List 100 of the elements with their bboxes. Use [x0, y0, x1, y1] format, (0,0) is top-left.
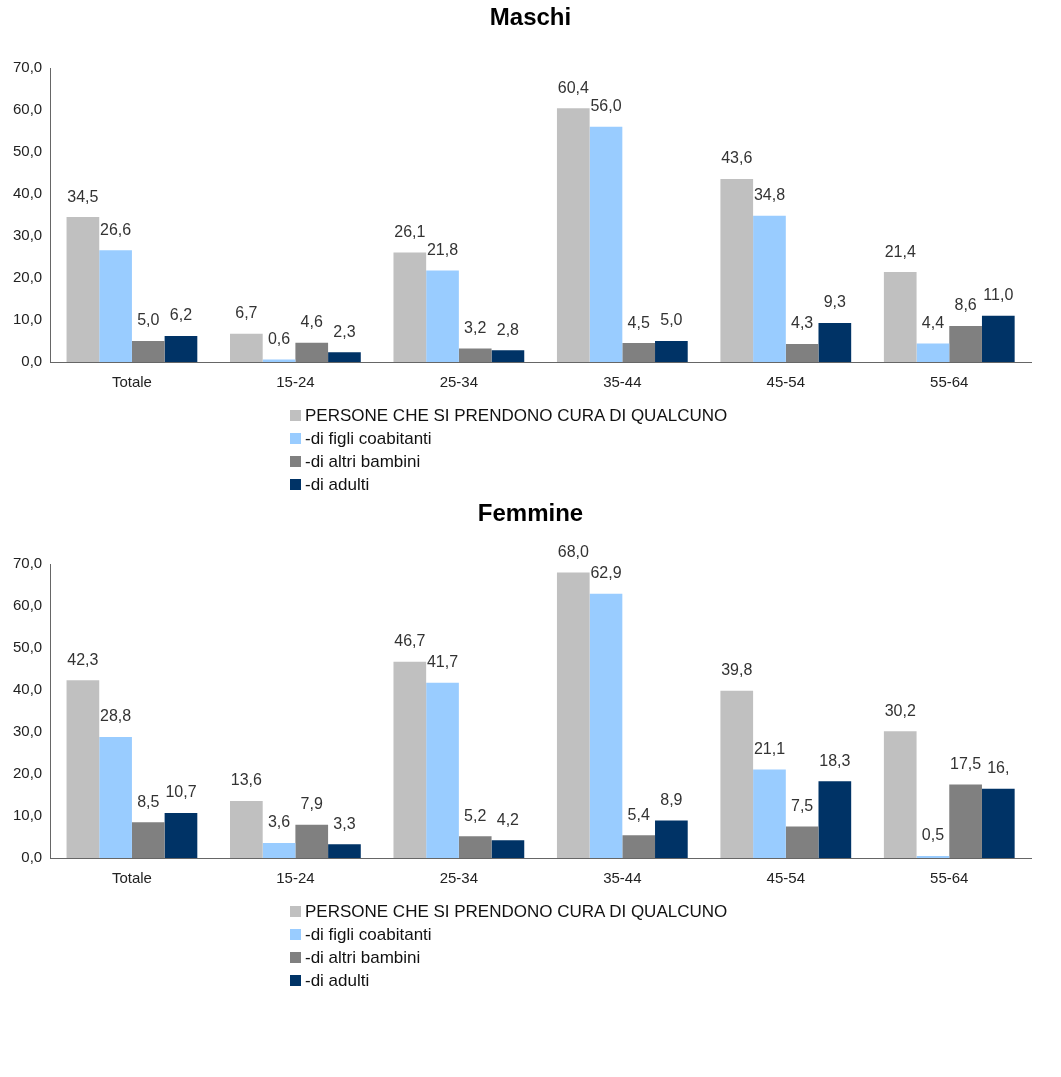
y-tick-label: 70,0 — [12, 58, 43, 76]
data-label: 5,0 — [137, 311, 160, 329]
data-label: 16, — [987, 759, 1010, 777]
y-tick-label: 30,0 — [12, 226, 43, 244]
bar — [328, 352, 361, 362]
data-label: 56,0 — [590, 97, 622, 115]
y-tick-label: 70,0 — [12, 554, 43, 572]
y-tick-label: 10,0 — [12, 806, 43, 824]
bar — [491, 350, 525, 362]
y-tick-label: 0,0 — [21, 848, 43, 866]
bar — [883, 272, 917, 362]
data-label: 34,5 — [67, 187, 99, 205]
data-label: 3,3 — [333, 814, 356, 832]
bar — [622, 343, 656, 362]
data-label: 5,4 — [627, 805, 650, 823]
data-label: 4,3 — [791, 314, 814, 332]
bar — [916, 855, 950, 858]
data-label: 18,3 — [819, 751, 851, 769]
data-label: 26,1 — [394, 222, 426, 240]
bar — [131, 822, 165, 858]
bar — [262, 359, 296, 362]
bar — [753, 769, 786, 858]
bar — [393, 661, 427, 858]
data-label: 43,6 — [721, 149, 753, 167]
data-label: 4,4 — [921, 313, 945, 331]
data-label: 21,4 — [884, 242, 916, 260]
bar — [916, 343, 950, 362]
x-tick-label: 15-24 — [276, 869, 315, 887]
chart-title: Femmine — [476, 498, 585, 528]
data-label: 2,8 — [496, 320, 520, 338]
data-label: 8,9 — [660, 791, 683, 809]
data-label: 42,3 — [67, 650, 99, 668]
bar — [949, 325, 982, 362]
bar — [393, 252, 427, 362]
chart-title: Maschi — [488, 2, 573, 32]
bar — [981, 788, 1015, 858]
y-tick-label: 60,0 — [12, 100, 43, 118]
data-label: 7,5 — [791, 796, 814, 814]
data-label: 9,3 — [823, 293, 847, 311]
data-label: 68,0 — [557, 542, 589, 560]
bar — [458, 348, 492, 362]
data-label: 5,2 — [464, 806, 487, 824]
legend-label: -di altri bambini — [305, 947, 421, 968]
legend-label: -di altri bambini — [305, 451, 421, 472]
bar — [556, 572, 590, 858]
bar — [655, 341, 688, 362]
data-label: 3,2 — [464, 318, 487, 336]
bar — [589, 126, 623, 362]
bar — [655, 820, 688, 858]
y-tick-label: 50,0 — [12, 142, 43, 160]
data-label: 2,3 — [333, 322, 356, 340]
bar — [295, 824, 329, 858]
data-label: 0,5 — [921, 826, 945, 844]
data-label: 62,9 — [590, 564, 622, 582]
bar — [426, 270, 459, 362]
bar — [99, 250, 132, 362]
bar — [66, 680, 100, 858]
x-tick-label: Totale — [111, 869, 152, 887]
legend-label: -di figli coabitanti — [305, 924, 432, 945]
legend-label: PERSONE CHE SI PRENDONO CURA DI QUALCUNO — [305, 901, 728, 922]
bar — [753, 215, 786, 362]
data-label: 60,4 — [557, 78, 589, 96]
bar — [99, 737, 132, 858]
data-label: 28,8 — [100, 707, 132, 725]
data-label: 4,2 — [496, 810, 520, 828]
data-label: 4,6 — [300, 313, 323, 331]
data-label: 46,7 — [394, 632, 426, 650]
bar — [164, 813, 198, 858]
bar — [328, 844, 361, 858]
y-tick-label: 20,0 — [12, 764, 43, 782]
x-tick-label: 45-54 — [766, 373, 805, 391]
x-tick-label: 55-64 — [930, 869, 969, 887]
data-label: 7,9 — [300, 795, 323, 813]
bar — [295, 342, 329, 362]
data-label: 21,8 — [426, 240, 459, 258]
bar — [720, 178, 754, 362]
x-tick-label: 45-54 — [766, 869, 805, 887]
bar — [164, 335, 198, 362]
bar — [66, 217, 100, 362]
x-tick-label: 25-34 — [439, 373, 479, 391]
bar — [949, 784, 982, 858]
legend-label: -di adulti — [305, 474, 370, 495]
bar — [491, 840, 525, 858]
data-label: 41,7 — [426, 653, 459, 671]
data-label: 34,8 — [753, 186, 786, 204]
data-label: 8,5 — [137, 792, 160, 810]
y-tick-label: 40,0 — [12, 184, 43, 202]
bar — [230, 333, 263, 362]
data-label: 17,5 — [950, 754, 982, 772]
data-label: 21,1 — [753, 739, 786, 757]
legend-label: -di figli coabitanti — [305, 428, 432, 449]
bar — [230, 800, 263, 858]
y-tick-label: 50,0 — [12, 638, 43, 656]
data-label: 26,6 — [100, 220, 132, 238]
bar — [785, 343, 819, 362]
x-tick-label: 15-24 — [276, 373, 315, 391]
data-label: 0,6 — [267, 329, 291, 347]
bar — [556, 108, 590, 362]
data-label: 4,5 — [627, 313, 650, 331]
bar — [589, 593, 623, 858]
